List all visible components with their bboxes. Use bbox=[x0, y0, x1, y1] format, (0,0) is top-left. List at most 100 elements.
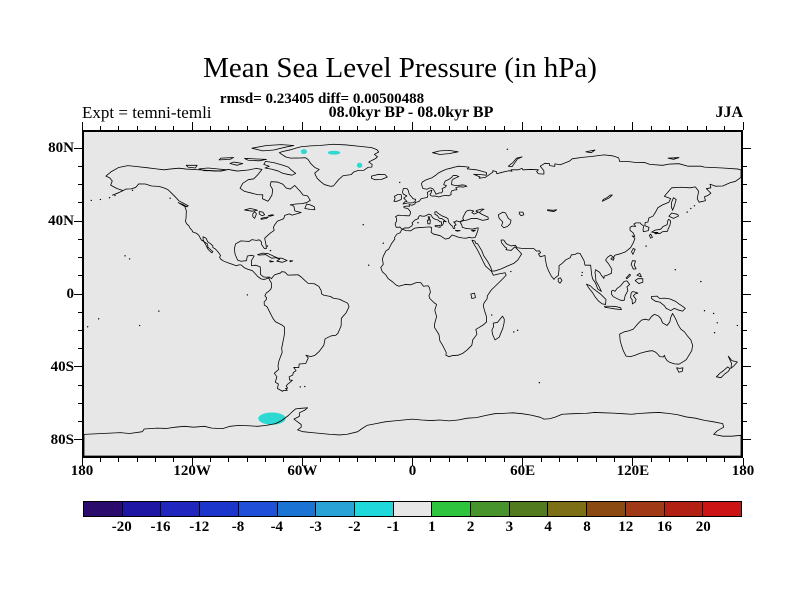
tick-mark bbox=[743, 402, 747, 404]
stats-annotation: rmsd= 0.23405 diff= 0.00500488 bbox=[219, 91, 425, 107]
colorbar-segment bbox=[624, 501, 665, 517]
lon-tick-label: 180 bbox=[731, 463, 755, 479]
coastline-novaya bbox=[508, 157, 522, 167]
tick-mark bbox=[448, 458, 450, 462]
island-dot bbox=[131, 189, 134, 192]
map-plot-area bbox=[82, 130, 743, 458]
coastline-nzs bbox=[716, 367, 730, 378]
colorbar-segment bbox=[586, 501, 626, 517]
island-dot bbox=[138, 324, 141, 327]
colorbar-label: -12 bbox=[189, 519, 210, 535]
tick-mark bbox=[74, 147, 82, 149]
plot-title: Mean Sea Level Pressure (in hPa) bbox=[203, 52, 597, 84]
coastline-americas bbox=[106, 166, 349, 392]
coastline-sumatra bbox=[586, 284, 606, 304]
tick-mark bbox=[78, 275, 82, 277]
colorbar-segment bbox=[663, 501, 704, 517]
tick-mark bbox=[743, 257, 747, 259]
coastline-sulawesi bbox=[631, 292, 638, 304]
colorbar-label: 20 bbox=[695, 519, 711, 535]
island-dot bbox=[304, 385, 306, 388]
tick-mark bbox=[540, 126, 542, 130]
tick-mark bbox=[430, 458, 432, 462]
tick-mark bbox=[743, 439, 751, 441]
tick-mark bbox=[503, 126, 505, 130]
tick-mark bbox=[246, 126, 248, 130]
colorbar-segment bbox=[199, 501, 239, 517]
island-dot bbox=[124, 255, 126, 257]
tick-mark bbox=[613, 126, 615, 130]
island-dot bbox=[716, 322, 718, 324]
colorbar-segment bbox=[431, 501, 472, 517]
colorbar-segment bbox=[315, 501, 355, 517]
tick-mark bbox=[705, 458, 707, 462]
tick-mark bbox=[74, 439, 82, 441]
colorbar bbox=[83, 501, 742, 517]
colorbar-label: -2 bbox=[348, 519, 361, 535]
island-dot bbox=[703, 310, 706, 312]
colorbar-segment bbox=[470, 501, 510, 517]
coastline-victoriaLake bbox=[471, 293, 476, 298]
tick-mark bbox=[78, 238, 82, 240]
island-dot bbox=[90, 199, 92, 202]
lat-tick-label: 80S bbox=[50, 431, 74, 448]
anomaly-patch bbox=[258, 412, 286, 425]
coastline-greenland bbox=[279, 144, 378, 186]
coastline-crete bbox=[455, 230, 460, 231]
colorbar-segment bbox=[121, 501, 162, 517]
tick-mark bbox=[650, 126, 652, 130]
tick-mark bbox=[99, 126, 101, 130]
tick-mark bbox=[136, 126, 138, 130]
colorbar-segment bbox=[237, 501, 278, 517]
coastline-baikal bbox=[602, 195, 612, 201]
tick-mark bbox=[74, 366, 82, 368]
coastline-sicily bbox=[435, 225, 440, 227]
coastline-antarctica bbox=[84, 408, 741, 456]
tick-mark bbox=[522, 458, 524, 466]
tick-mark bbox=[99, 458, 101, 462]
tick-mark bbox=[595, 126, 597, 130]
coastline-vancouverIs bbox=[178, 203, 187, 207]
coastline-mindanao bbox=[635, 279, 643, 284]
coastline-svalbard bbox=[433, 150, 459, 154]
tick-mark bbox=[448, 126, 450, 130]
tick-mark bbox=[78, 311, 82, 313]
coastline-cuba bbox=[258, 253, 278, 258]
coastline-nzn bbox=[728, 356, 737, 368]
tick-mark bbox=[412, 458, 413, 466]
world-map bbox=[84, 132, 741, 456]
coastline-newguinea bbox=[651, 296, 685, 311]
coastline-iceland bbox=[371, 174, 387, 179]
coastline-honshu bbox=[652, 219, 671, 233]
coastline-aral bbox=[519, 212, 524, 216]
tick-mark bbox=[742, 458, 744, 466]
tick-mark bbox=[78, 421, 82, 423]
island-dot bbox=[362, 224, 364, 226]
coastline-srilanka bbox=[558, 278, 562, 283]
island-dot bbox=[99, 198, 102, 201]
coastline-shikoku bbox=[655, 232, 658, 233]
tick-mark bbox=[467, 126, 469, 130]
coastline-ellesmere bbox=[252, 145, 294, 151]
tick-mark bbox=[375, 126, 377, 130]
coastline-hainan bbox=[611, 258, 614, 260]
tick-mark bbox=[301, 458, 303, 466]
island-dot bbox=[491, 314, 493, 316]
tick-mark bbox=[632, 458, 634, 466]
lat-tick-label: 40N bbox=[48, 213, 74, 230]
tick-mark bbox=[743, 293, 751, 295]
coastline-huron bbox=[259, 212, 264, 216]
tick-mark bbox=[375, 458, 377, 462]
tick-mark bbox=[191, 458, 193, 466]
tick-mark bbox=[356, 126, 358, 130]
island-dot bbox=[382, 242, 384, 244]
tick-mark bbox=[78, 384, 82, 386]
tick-mark bbox=[81, 458, 83, 466]
island-dot bbox=[169, 197, 171, 199]
tick-mark bbox=[577, 126, 579, 130]
island-dot bbox=[269, 249, 272, 252]
tick-mark bbox=[78, 202, 82, 204]
tick-mark bbox=[154, 126, 156, 130]
colorbar-label: -16 bbox=[150, 519, 171, 535]
coastline-somerset bbox=[230, 162, 243, 165]
